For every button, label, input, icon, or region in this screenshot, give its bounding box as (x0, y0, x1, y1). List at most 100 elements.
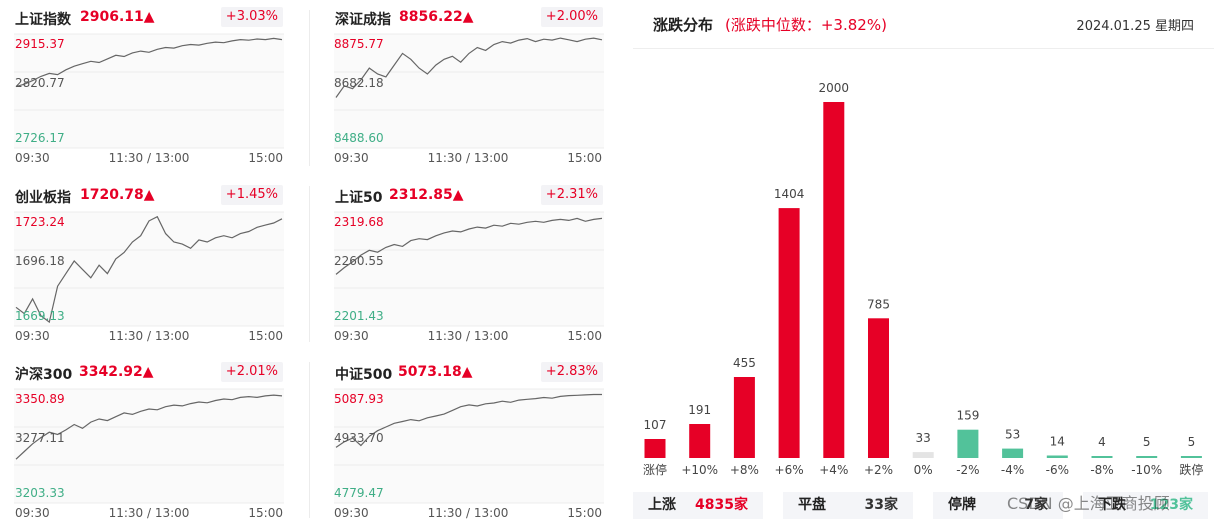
bar-value-label: 1404 (774, 187, 805, 201)
index-name: 深证成指 (335, 12, 391, 28)
time-end-label: 15:00 (248, 151, 283, 165)
mid-label: 3277.11 (15, 431, 65, 445)
stat-down: 下跌 123家 (1083, 492, 1208, 519)
bar-value-label: 5 (1188, 435, 1196, 449)
bar-value-label: 107 (644, 418, 667, 432)
index-name: 沪深300 (15, 367, 73, 383)
bar (1180, 456, 1202, 458)
stat-value: 4835家 (695, 497, 748, 513)
time-mid-label: 11:30 / 13:00 (428, 151, 509, 165)
bar-category-label: 跌停 (1179, 462, 1203, 477)
bar (957, 429, 979, 458)
time-end-label: 15:00 (248, 506, 283, 520)
bar-value-label: 53 (1005, 428, 1020, 442)
bar-value-label: 159 (956, 409, 979, 423)
mid-label: 1696.18 (15, 254, 65, 268)
index-panel-csi500[interactable]: 中证500 5073.18▲ +2.83% 5087.93 4933.70 47… (320, 355, 610, 531)
bar (778, 208, 800, 458)
price-line (15, 215, 283, 324)
price-line (335, 37, 603, 98)
price-line (15, 37, 283, 88)
bar (823, 102, 845, 458)
index-name: 上证50 (335, 190, 383, 206)
price-line (15, 394, 283, 460)
bar-value-label: 33 (916, 431, 931, 445)
bar (912, 452, 934, 458)
index-price: 3342.92▲ (79, 364, 154, 380)
bar-category-label: +2% (864, 463, 893, 477)
low-label: 3203.33 (15, 486, 65, 500)
time-mid-label: 11:30 / 13:00 (109, 506, 190, 520)
chart-area (14, 389, 284, 503)
low-label: 2201.43 (334, 309, 384, 323)
index-panel-csi300[interactable]: 沪深300 3342.92▲ +2.01% 3350.89 3277.11 32… (0, 355, 290, 531)
stat-value: 7家 (1024, 497, 1048, 513)
high-label: 3350.89 (15, 392, 65, 406)
intraday-chart: 2915.37 2820.77 2726.17 09:30 11:30 / 13… (14, 33, 284, 165)
intraday-chart: 2319.68 2260.55 2201.43 09:30 11:30 / 13… (334, 211, 604, 343)
index-panel-sse50[interactable]: 上证50 2312.85▲ +2.31% 2319.68 2260.55 220… (320, 178, 610, 354)
trade-date: 2024.01.25 星期四 (1076, 19, 1194, 34)
high-label: 1723.24 (15, 215, 65, 229)
index-price: 2906.11▲ (80, 9, 155, 25)
index-change-badge: +2.01% (220, 362, 283, 382)
bar (1002, 448, 1024, 458)
index-panel-szse[interactable]: 深证成指 8856.22▲ +2.00% 8875.77 8682.18 848… (320, 0, 610, 176)
time-end-label: 15:00 (567, 329, 602, 343)
index-price: 8856.22▲ (399, 9, 474, 25)
bar-value-label: 2000 (819, 81, 850, 95)
mid-label: 2260.55 (334, 254, 384, 268)
bar-value-label: 14 (1050, 435, 1065, 449)
time-start-label: 09:30 (334, 151, 369, 165)
index-change-badge: +2.00% (540, 7, 603, 27)
intraday-chart: 8875.77 8682.18 8488.60 09:30 11:30 / 13… (334, 33, 604, 165)
distribution-bar-chart: 107涨停191+10%455+8%1404+6%2000+4%785+2%33… (643, 81, 1203, 477)
bar-category-label: -6% (1046, 463, 1069, 477)
index-price: 1720.78▲ (80, 187, 155, 203)
bar-value-label: 5 (1143, 435, 1151, 449)
stat-suspended: 停牌 7家 (933, 492, 1063, 519)
mid-label: 4933.70 (334, 431, 384, 445)
bar-category-label: +4% (819, 463, 848, 477)
chart-area (334, 212, 604, 326)
time-mid-label: 11:30 / 13:00 (428, 329, 509, 343)
chart-area (334, 389, 604, 503)
index-change-badge: +2.83% (540, 362, 603, 382)
high-label: 8875.77 (334, 37, 384, 51)
bar-category-label: +10% (681, 463, 718, 477)
time-start-label: 09:30 (15, 151, 50, 165)
stat-value: 123家 (1149, 497, 1193, 513)
time-start-label: 09:30 (334, 506, 369, 520)
distribution-title: 涨跌分布 (653, 16, 714, 34)
bar-value-label: 4 (1098, 435, 1106, 449)
watermark: CSDN @上海亚商投顾 (1007, 494, 1170, 513)
index-change-badge: +2.31% (540, 185, 603, 205)
intraday-chart: 1723.24 1696.18 1669.13 09:30 11:30 / 13… (14, 211, 284, 343)
distribution-panel: 涨跌分布 (涨跌中位数：+3.82%) 2024.01.25 星期四 107 涨停… (633, 0, 1214, 521)
index-panel-chinext[interactable]: 创业板指 1720.78▲ +1.45% 1723.24 1696.18 166… (0, 178, 290, 354)
bar (644, 439, 666, 458)
bar-category-label: 0% (914, 463, 933, 477)
divider (309, 10, 310, 166)
time-end-label: 15:00 (567, 151, 602, 165)
index-panel-sse[interactable]: 上证指数 2906.11▲ +3.03% 2915.37 2820.77 272… (0, 0, 290, 176)
bar (1046, 455, 1068, 458)
high-label: 2319.68 (334, 215, 384, 229)
bar (1136, 456, 1158, 458)
mid-label: 8682.18 (334, 76, 384, 90)
bar-value-label: 455 (733, 356, 756, 370)
index-name: 中证500 (335, 367, 393, 383)
chart-area (14, 34, 284, 148)
bar-value-label: 785 (867, 297, 890, 311)
bar (733, 377, 755, 458)
high-label: 5087.93 (334, 392, 384, 406)
time-start-label: 09:30 (15, 329, 50, 343)
mid-label: 2820.77 (15, 76, 65, 90)
price-line (335, 393, 602, 448)
stat-up: 上涨 4835家 (633, 492, 763, 519)
bar-category-label: 涨停 (643, 462, 667, 477)
time-mid-label: 11:30 / 13:00 (109, 151, 190, 165)
time-end-label: 15:00 (567, 506, 602, 520)
low-label: 8488.60 (334, 131, 384, 145)
price-line (335, 217, 603, 275)
